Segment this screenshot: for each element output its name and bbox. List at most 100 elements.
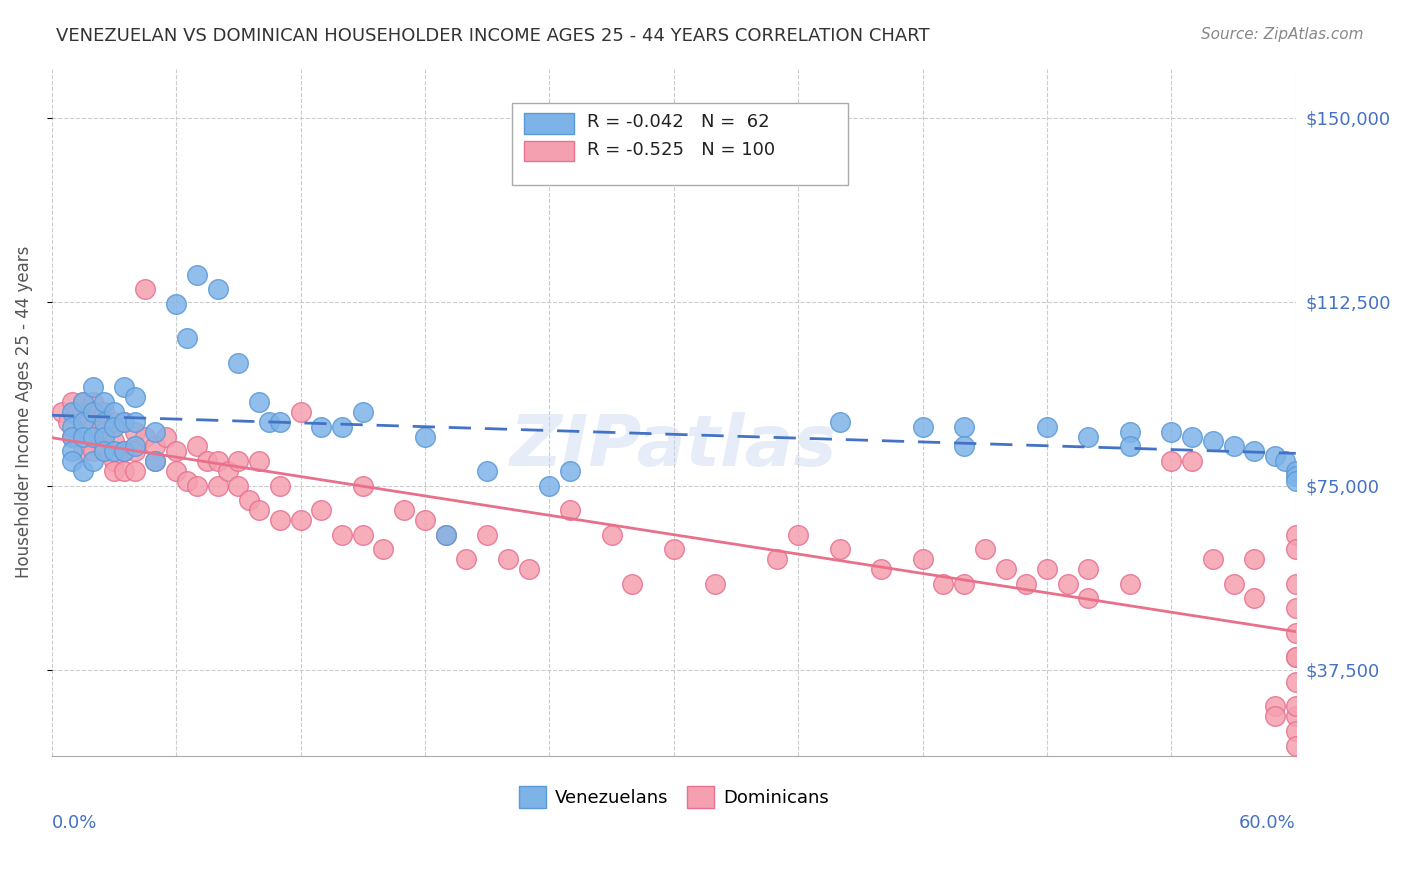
Point [538, 478, 561, 492]
Point [1285, 709, 1308, 723]
Point [1077, 562, 1099, 576]
Point [373, 542, 395, 557]
Point [103, 454, 125, 468]
Text: 0.0%: 0.0% [52, 814, 97, 832]
Point [145, 454, 167, 468]
Point [82, 429, 104, 443]
FancyBboxPatch shape [524, 113, 574, 134]
Point [103, 434, 125, 449]
Point [1160, 425, 1182, 439]
Point [124, 439, 146, 453]
Point [165, 297, 187, 311]
Point [330, 419, 353, 434]
Point [1285, 464, 1308, 478]
Point [165, 444, 187, 458]
Point [112, 415, 135, 429]
Point [176, 331, 198, 345]
Point [352, 405, 374, 419]
Point [311, 503, 333, 517]
Point [1285, 527, 1308, 541]
Point [93, 395, 115, 409]
FancyBboxPatch shape [524, 141, 574, 161]
Point [1285, 739, 1308, 753]
Point [176, 474, 198, 488]
Point [72, 444, 94, 458]
Point [62, 405, 84, 419]
Point [953, 439, 976, 453]
Point [1285, 625, 1308, 640]
Point [434, 527, 457, 541]
Point [186, 439, 208, 453]
Point [1077, 429, 1099, 443]
Point [1202, 434, 1225, 449]
Point [413, 513, 436, 527]
Point [72, 429, 94, 443]
Point [1077, 591, 1099, 606]
Point [165, 464, 187, 478]
Point [269, 415, 291, 429]
Point [1119, 439, 1142, 453]
Point [1181, 429, 1204, 443]
Point [82, 444, 104, 458]
Point [1285, 576, 1308, 591]
Point [1274, 454, 1296, 468]
Point [112, 444, 135, 458]
Point [911, 419, 934, 434]
Point [434, 527, 457, 541]
Point [994, 562, 1017, 576]
Point [155, 429, 177, 443]
Point [112, 380, 135, 394]
Point [1119, 576, 1142, 591]
Point [238, 493, 260, 508]
Point [1160, 454, 1182, 468]
Point [766, 552, 789, 566]
Point [496, 552, 519, 566]
Point [207, 478, 229, 492]
Point [103, 419, 125, 434]
Point [1243, 444, 1265, 458]
Point [1243, 552, 1265, 566]
Point [186, 268, 208, 282]
Text: R = -0.525   N = 100: R = -0.525 N = 100 [586, 141, 775, 159]
Point [72, 415, 94, 429]
Point [93, 444, 115, 458]
Point [1285, 650, 1308, 665]
Point [124, 464, 146, 478]
Point [787, 527, 810, 541]
Point [828, 415, 851, 429]
Point [1285, 601, 1308, 615]
Legend: Venezuelans, Dominicans: Venezuelans, Dominicans [519, 787, 828, 808]
Point [124, 444, 146, 458]
Point [82, 419, 104, 434]
Point [82, 454, 104, 468]
Point [1285, 650, 1308, 665]
Point [93, 429, 115, 443]
Point [1056, 576, 1078, 591]
Point [1036, 419, 1059, 434]
Point [600, 527, 623, 541]
Point [352, 478, 374, 492]
Point [828, 542, 851, 557]
Point [93, 425, 115, 439]
Point [1015, 576, 1038, 591]
Point [112, 444, 135, 458]
Point [82, 405, 104, 419]
Point [145, 439, 167, 453]
Point [134, 282, 156, 296]
Point [247, 395, 270, 409]
Point [134, 429, 156, 443]
Point [392, 503, 415, 517]
Point [77, 415, 100, 429]
Point [145, 425, 167, 439]
Point [82, 395, 104, 409]
Point [124, 425, 146, 439]
Point [259, 415, 281, 429]
Point [953, 576, 976, 591]
Point [558, 503, 581, 517]
Point [1285, 674, 1308, 689]
Text: VENEZUELAN VS DOMINICAN HOUSEHOLDER INCOME AGES 25 - 44 YEARS CORRELATION CHART: VENEZUELAN VS DOMINICAN HOUSEHOLDER INCO… [56, 27, 929, 45]
Point [953, 419, 976, 434]
Point [124, 415, 146, 429]
Point [72, 395, 94, 409]
Point [62, 429, 84, 443]
